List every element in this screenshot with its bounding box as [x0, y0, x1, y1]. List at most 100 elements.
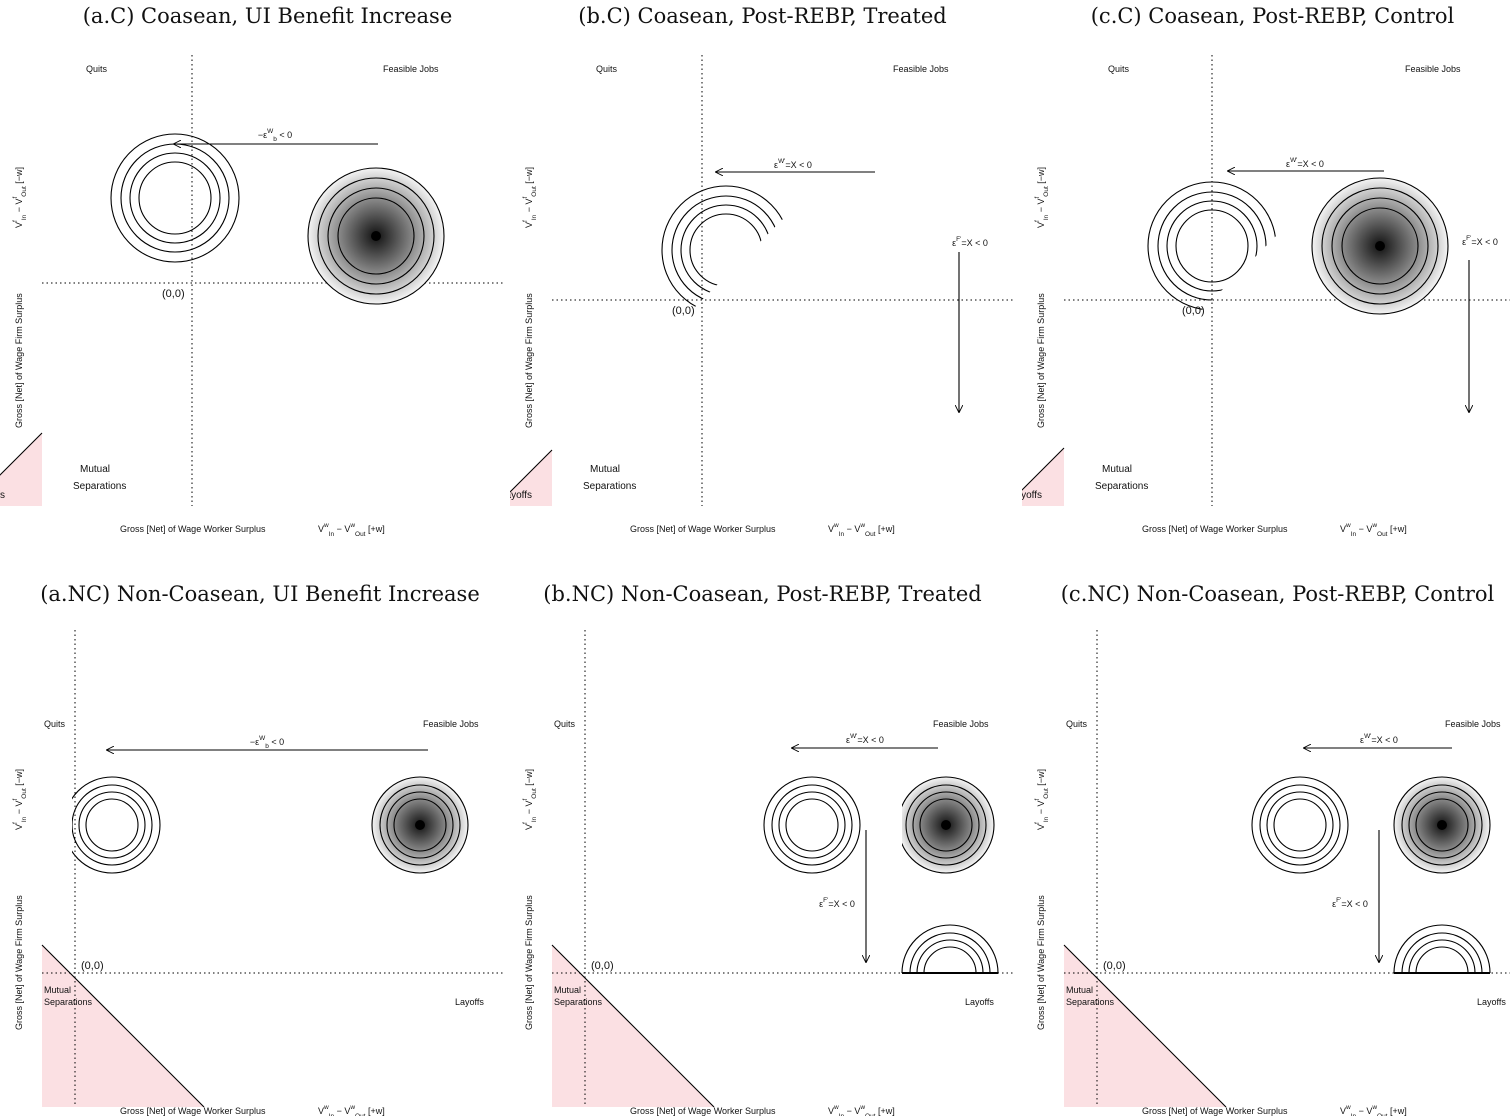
shifted-density [803, 187, 941, 325]
y-axis-label: Gross [Net] of Wage Firm Surplus [14, 895, 24, 1030]
contour-ring [327, 187, 425, 285]
contour-ring [1321, 359, 1439, 477]
contour-ring [671, 195, 781, 305]
contour-ring [1321, 187, 1439, 305]
contour-ring [919, 798, 973, 852]
shifted-density [902, 776, 995, 874]
region-label-quits: Quits [1066, 719, 1088, 729]
region-label-quits: Quits [86, 64, 108, 74]
contour-ring [317, 177, 435, 295]
separation-frontier [510, 449, 553, 493]
y-axis-formula: VfIn − VfOut [−w] [522, 167, 538, 228]
y-axis-formula: VfIn − VfOut [−w] [1034, 167, 1050, 228]
contour-ring [1166, 200, 1258, 292]
x-axis-label: Gross [Net] of Wage Worker Surplus [1142, 1106, 1288, 1116]
worker-side-density [72, 776, 161, 874]
elasticity-label-w: εW'=X < 0 [1286, 157, 1324, 169]
contour-ring [307, 167, 445, 305]
region-label-mutual: Mutual [44, 985, 71, 995]
firm-shift-density [803, 367, 941, 505]
contour-ring [85, 798, 139, 852]
contour-ring [1331, 369, 1429, 467]
x-axis-formula: VwIn − VwOut [+w] [1340, 522, 1407, 538]
region-label-quits: Quits [596, 64, 618, 74]
mutual-separations-region [0, 433, 42, 506]
region-label-feasible-jobs: Feasible Jobs [383, 64, 439, 74]
contour-ring [689, 213, 763, 287]
origin-label: (0,0) [1103, 960, 1126, 972]
contour-ring [823, 207, 921, 305]
panel-title-a-c: (a.C) Coasean, UI Benefit Increase [82, 4, 453, 28]
contour-ring [110, 133, 240, 263]
contour-ring [1251, 776, 1349, 874]
region-label-layoffs: Layoffs [0, 490, 5, 501]
contour-ring [823, 387, 921, 485]
origin-label: (0,0) [81, 960, 104, 972]
contour-ring [763, 776, 861, 874]
contour-ring [371, 776, 469, 874]
origin-label: (0,0) [591, 960, 614, 972]
region-label-separations: Separations [554, 997, 603, 1007]
panel-title-a-nc: (a.NC) Non-Coasean, UI Benefit Increase [40, 582, 480, 606]
separation-frontier [1022, 447, 1065, 491]
contour-ring [1415, 798, 1469, 852]
region-label-feasible-jobs: Feasible Jobs [1445, 719, 1501, 729]
density-peak [867, 251, 877, 261]
contour-ring [1175, 209, 1249, 283]
region-label-layoffs: Layoffs [510, 490, 532, 501]
y-axis-formula: VfIn − VfOut [−w] [12, 167, 28, 228]
density-peak [415, 820, 425, 830]
contour-ring [1157, 191, 1267, 301]
diagram-panel-a-nc: (0,0) Quits Feasible Jobs Mutual Separations… [12, 630, 505, 1116]
shifted-density [1311, 177, 1449, 315]
contour-ring [379, 784, 461, 866]
contour-ring [129, 152, 221, 244]
region-label-mutual: Mutual [1066, 985, 1093, 995]
separation-frontier [0, 432, 43, 476]
contour-ring [833, 397, 911, 475]
origin-label: (0,0) [162, 288, 185, 300]
contour-ring [120, 143, 230, 253]
contour-ring [1331, 197, 1429, 295]
contour-ring [1415, 946, 1469, 974]
elasticity-label-w: εW'=X < 0 [846, 733, 884, 745]
contour-ring [916, 939, 984, 974]
contour-ring [393, 798, 447, 852]
region-label-layoffs: Layoffs [1477, 997, 1506, 1007]
x-axis-label: Gross [Net] of Wage Worker Surplus [1142, 524, 1288, 534]
diagram-panel-c-nc: (0,0) Quits Feasible Jobs Mutual Separations… [1034, 630, 1510, 1116]
shifted-density [1393, 776, 1491, 874]
region-label-separations: Separations [1066, 997, 1115, 1007]
region-label-quits: Quits [44, 719, 66, 729]
contour-ring [771, 784, 853, 866]
elasticity-label-f: εF'=X < 0 [952, 236, 988, 248]
x-axis-label: Gross [Net] of Wage Worker Surplus [630, 1106, 776, 1116]
y-axis-label: Gross [Net] of Wage Firm Surplus [524, 895, 534, 1030]
density-peak [941, 820, 951, 830]
x-axis-formula: VwIn − VwOut [+w] [828, 522, 895, 538]
y-axis-formula: VfIn − VfOut [−w] [522, 769, 538, 830]
region-label-separations: Separations [583, 481, 636, 492]
elasticity-label-f: εF'=X < 0 [1462, 235, 1498, 247]
region-label-layoffs: Layoffs [1022, 490, 1042, 501]
region-label-quits: Quits [1108, 64, 1130, 74]
contour-ring [1393, 924, 1491, 974]
region-label-layoffs: Layoffs [965, 997, 994, 1007]
diagram-panel-b-nc: (0,0) Quits Feasible Jobs Mutual Separations… [522, 630, 1015, 1116]
region-label-feasible-jobs: Feasible Jobs [423, 719, 479, 729]
origin-label: (0,0) [1182, 305, 1205, 317]
y-axis-formula: VfIn − VfOut [−w] [1034, 769, 1050, 830]
contour-ring [1341, 379, 1419, 457]
contour-ring [1259, 784, 1341, 866]
x-axis-formula: VwIn − VwOut [+w] [828, 1104, 895, 1116]
diagram-panel-c-c: (0,0) Quits Feasible Jobs Mutual Separations… [1022, 55, 1510, 538]
contour-ring [138, 161, 212, 235]
region-label-feasible-jobs: Feasible Jobs [933, 719, 989, 729]
y-axis-label: Gross [Net] of Wage Firm Surplus [14, 293, 24, 428]
x-axis-label: Gross [Net] of Wage Worker Surplus [120, 1106, 266, 1116]
region-label-mutual: Mutual [1102, 464, 1132, 475]
x-axis-formula: VwIn − VwOut [+w] [1340, 1104, 1407, 1116]
contour-ring [785, 798, 839, 852]
elasticity-label-w: −εWb < 0 [250, 735, 284, 750]
panel-title-b-nc: (b.NC) Non-Coasean, Post-REBP, Treated [543, 582, 982, 606]
